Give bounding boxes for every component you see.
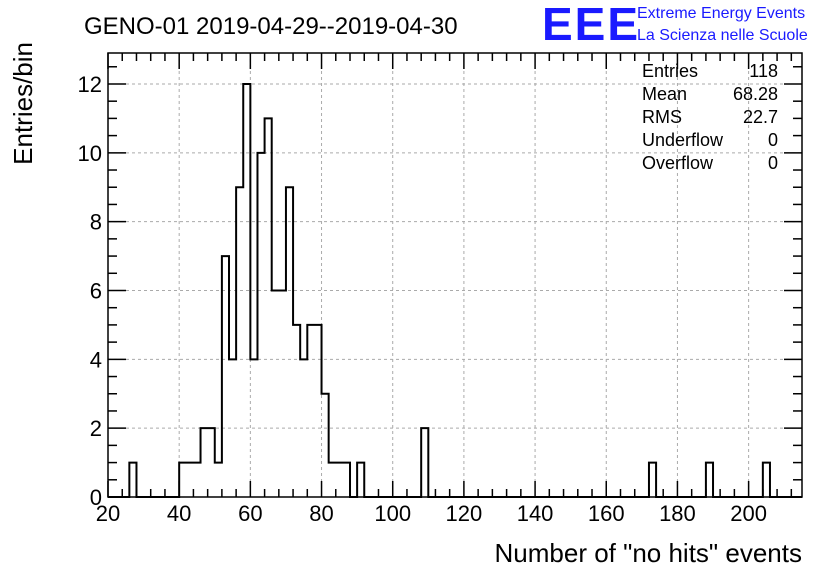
- x-tick-label: 180: [659, 501, 696, 526]
- x-tick-label: 60: [238, 501, 262, 526]
- histogram-bar: [250, 359, 257, 497]
- eee-logo: EEE Extreme Energy Events La Scienza nel…: [542, 0, 808, 50]
- histogram-bar: [357, 463, 364, 497]
- x-tick-label: 80: [309, 501, 333, 526]
- plot-frame: [107, 52, 803, 498]
- grid-lines: [107, 53, 802, 498]
- y-tick-label: 4: [90, 347, 102, 372]
- stats-box: Entries 118 Mean 68.28 RMS 22.7 Underflow 0 Over…: [642, 61, 778, 173]
- eee-logo-mark: EEE: [542, 0, 640, 50]
- histogram-bar: [229, 359, 236, 497]
- histogram-bar: [286, 187, 293, 497]
- histogram-bar: [336, 463, 343, 497]
- stats-label: Entries: [642, 61, 698, 81]
- histogram-bar: [201, 428, 208, 497]
- histogram-bar: [215, 463, 222, 497]
- y-tick-label: 10: [78, 141, 102, 166]
- histogram-bar: [272, 290, 279, 497]
- stats-label: RMS: [642, 107, 682, 127]
- axis-ticks: 20 40 60 80 100 120 140 160 180 200 0 2 4 6 8 10 12: [78, 53, 802, 526]
- histogram-bar: [236, 187, 243, 497]
- x-tick-label: 20: [96, 501, 120, 526]
- histogram-bar: [179, 463, 186, 497]
- histogram-bar: [300, 359, 307, 497]
- histogram-bar: [322, 394, 329, 497]
- stats-value: 0: [768, 130, 778, 150]
- histogram-bar: [421, 428, 428, 497]
- stats-value: 118: [749, 61, 778, 81]
- histogram-bar: [314, 325, 321, 497]
- histogram-bar: [243, 84, 250, 497]
- eee-logo-line2: La Scienza nelle Scuole: [637, 27, 808, 44]
- histogram-bar: [129, 463, 136, 497]
- histogram-bar: [329, 463, 336, 497]
- x-tick-label: 200: [730, 501, 767, 526]
- histogram-bar: [706, 463, 713, 497]
- x-tick-label: 120: [446, 501, 483, 526]
- x-tick-label: 100: [374, 501, 411, 526]
- y-axis-label: Entries/bin: [8, 42, 38, 165]
- histogram-bar: [208, 428, 215, 497]
- x-tick-label: 40: [167, 501, 191, 526]
- chart-title: GENO-01 2019-04-29--2019-04-30: [84, 13, 458, 40]
- histogram-bar: [293, 325, 300, 497]
- x-tick-label: 140: [517, 501, 554, 526]
- histogram-bar: [307, 325, 314, 497]
- stats-label: Overflow: [642, 153, 714, 173]
- histogram-bar: [193, 463, 200, 497]
- eee-logo-line1: Extreme Energy Events: [637, 5, 805, 22]
- stats-value: 68.28: [733, 84, 778, 104]
- y-tick-label: 6: [90, 278, 102, 303]
- y-tick-label: 8: [90, 210, 102, 235]
- stats-value: 0: [768, 153, 778, 173]
- y-tick-label: 12: [78, 72, 102, 97]
- histogram-bar: [257, 153, 264, 497]
- stats-label: Mean: [642, 84, 687, 104]
- stats-label: Underflow: [642, 130, 724, 150]
- histogram-bar: [649, 463, 656, 497]
- y-tick-label: 0: [90, 485, 102, 510]
- histogram-bar: [279, 290, 286, 497]
- stats-value: 22.7: [743, 107, 778, 127]
- histogram-bar: [265, 118, 272, 497]
- histogram-bar: [343, 463, 350, 497]
- histogram-bar: [222, 256, 229, 497]
- x-tick-label: 160: [588, 501, 625, 526]
- histogram-bar: [763, 463, 770, 497]
- y-tick-label: 2: [90, 416, 102, 441]
- histogram-bar: [186, 463, 193, 497]
- x-axis-label: Number of "no hits" events: [495, 538, 803, 568]
